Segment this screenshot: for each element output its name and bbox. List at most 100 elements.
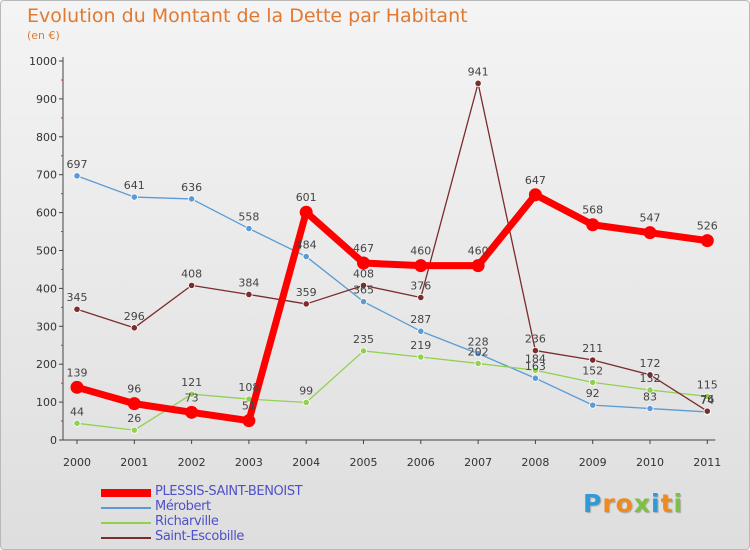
data-point-plessis-saint-benoist <box>414 259 428 273</box>
data-point-saint-escobille <box>703 407 711 415</box>
x-tick-label: 2010 <box>636 456 664 469</box>
legend-label-plessis: PLESSIS-SAINT-BENOIST <box>155 484 303 499</box>
data-label-plessis-saint-benoist: 460 <box>468 245 489 258</box>
legend: PLESSIS-SAINT-BENOIST Mérobert Richarvil… <box>101 484 361 545</box>
data-label-saint-escobille: 376 <box>410 279 431 292</box>
data-label-richarville: 99 <box>299 384 313 397</box>
y-tick-label: 700 <box>36 169 57 182</box>
data-label-plessis-saint-benoist: 51 <box>242 400 256 413</box>
data-label-saint-escobille: 384 <box>238 276 259 289</box>
y-tick-label: 300 <box>36 320 57 333</box>
x-tick-label: 2001 <box>120 456 148 469</box>
data-label-merobert: 558 <box>238 211 259 224</box>
data-label-richarville: 115 <box>697 378 718 391</box>
data-label-merobert: 641 <box>124 179 145 192</box>
data-point-plessis-saint-benoist <box>185 405 199 419</box>
y-tick-label: 100 <box>36 396 57 409</box>
legend-item-richarville: Richarville <box>101 514 361 530</box>
proxiti-logo: Proxiti <box>583 489 683 518</box>
data-label-plessis-saint-benoist: 568 <box>582 204 603 217</box>
data-label-richarville: 202 <box>468 345 489 358</box>
data-point-plessis-saint-benoist <box>299 205 313 219</box>
data-point-plessis-saint-benoist <box>127 397 141 411</box>
chart-title: Evolution du Montant de la Dette par Hab… <box>27 5 468 27</box>
data-point-saint-escobille <box>73 305 81 313</box>
data-point-richarville <box>359 347 368 355</box>
data-point-merobert <box>188 195 196 203</box>
y-tick-label: 1000 <box>29 55 57 68</box>
data-point-merobert <box>474 349 482 358</box>
data-label-richarville: 132 <box>640 372 661 385</box>
data-point-plessis-saint-benoist <box>357 256 370 270</box>
y-tick-label: 600 <box>36 207 57 220</box>
data-point-saint-escobille <box>474 79 482 87</box>
data-label-richarville: 26 <box>127 412 141 425</box>
logo-letter: o <box>615 489 634 518</box>
data-label-plessis-saint-benoist: 96 <box>127 383 141 396</box>
data-point-merobert <box>646 404 654 413</box>
data-label-saint-escobille: 296 <box>124 310 145 323</box>
data-point-richarville <box>474 359 482 368</box>
x-tick-label: 2004 <box>292 456 320 469</box>
data-point-saint-escobille <box>188 281 196 289</box>
data-point-richarville <box>417 353 425 361</box>
data-point-merobert <box>130 193 138 201</box>
data-point-merobert <box>73 172 81 180</box>
data-label-plessis-saint-benoist: 73 <box>185 391 199 404</box>
x-tick-label: 2003 <box>235 456 263 469</box>
data-point-richarville <box>531 366 540 374</box>
x-tick-label: 2008 <box>521 456 549 469</box>
logo-letter: i <box>651 489 661 518</box>
legend-item-saint-escobille: Saint-Escobille <box>101 529 361 545</box>
data-label-plessis-saint-benoist: 139 <box>67 366 88 379</box>
data-point-richarville <box>130 426 138 434</box>
legend-swatch-merobert <box>101 507 151 509</box>
data-label-plessis-saint-benoist: 601 <box>296 191 317 204</box>
data-label-saint-escobille: 172 <box>640 357 661 370</box>
series-line-saint-escobille <box>76 82 708 412</box>
data-point-richarville <box>302 398 310 407</box>
x-tick-label: 2009 <box>579 456 607 469</box>
data-label-plessis-saint-benoist: 647 <box>525 174 546 187</box>
data-label-saint-escobille: 408 <box>181 267 202 280</box>
data-point-saint-escobille <box>302 300 310 308</box>
y-tick-label: 400 <box>36 282 57 295</box>
data-label-merobert: 697 <box>67 158 88 171</box>
logo-letter: P <box>583 489 603 518</box>
series-line-richarville <box>76 350 708 431</box>
data-label-saint-escobille: 941 <box>468 65 489 78</box>
legend-swatch-saint-escobille <box>101 537 151 539</box>
data-label-plessis-saint-benoist: 460 <box>410 245 431 258</box>
data-labels: 697 641 636 558 484 365 287 228 163 92 83 74 44 26 121… <box>67 65 718 425</box>
data-label-plessis-saint-benoist: 526 <box>697 220 718 233</box>
data-label-merobert: 228 <box>468 336 489 349</box>
x-tick-label: 2007 <box>464 456 492 469</box>
data-label-richarville: 108 <box>238 381 259 394</box>
data-point-merobert <box>531 374 540 382</box>
data-point-saint-escobille <box>359 281 368 289</box>
data-label-saint-escobille: 345 <box>67 291 88 304</box>
data-point-richarville <box>73 419 81 427</box>
data-label-merobert: 636 <box>181 181 202 194</box>
data-label-merobert: 74 <box>700 394 714 407</box>
data-point-merobert <box>589 401 597 409</box>
data-point-plessis-saint-benoist <box>471 259 485 273</box>
data-label-saint-escobille: 76 <box>700 393 714 406</box>
data-point-saint-escobille <box>531 346 540 355</box>
y-tick-label: 200 <box>36 358 57 371</box>
logo-letter: i <box>673 489 684 518</box>
legend-item-plessis: PLESSIS-SAINT-BENOIST <box>101 484 361 500</box>
data-point-merobert <box>302 252 310 261</box>
data-point-merobert <box>245 224 253 233</box>
x-tick-label: 2006 <box>407 456 435 469</box>
data-point-richarville <box>589 378 597 386</box>
chart-subtitle: (en €) <box>27 29 60 42</box>
logo-letter: t <box>660 489 674 518</box>
legend-label-richarville: Richarville <box>155 514 219 529</box>
data-point-saint-escobille <box>646 371 654 379</box>
legend-swatch-richarville <box>101 522 151 524</box>
logo-letter: r <box>602 489 616 518</box>
data-point-merobert <box>417 327 425 335</box>
